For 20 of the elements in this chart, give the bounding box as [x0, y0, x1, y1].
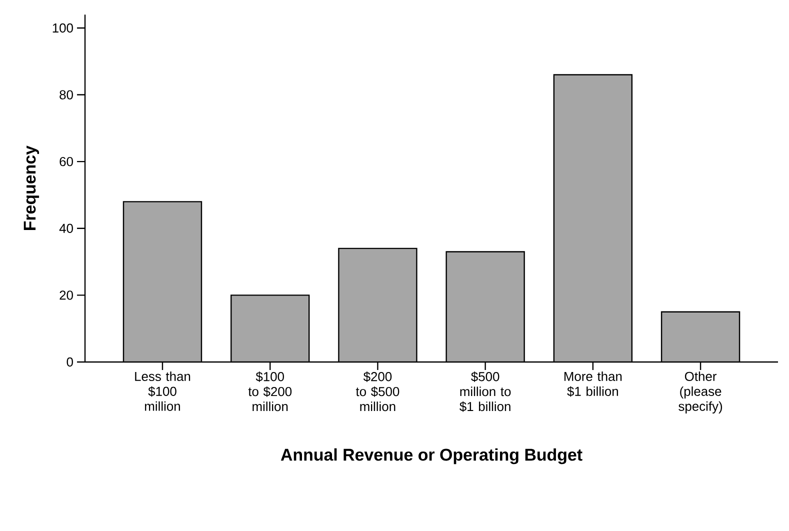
- x-tick-label: Other (please specify): [678, 372, 722, 414]
- bar: [231, 295, 310, 362]
- y-tick-label: 60: [60, 156, 73, 166]
- y-axis-title: Frequency: [24, 146, 40, 230]
- x-tick-label: $100 to $200 million: [248, 372, 292, 412]
- bar: [446, 252, 524, 362]
- bar: [123, 202, 202, 362]
- y-tick-label: 0: [66, 357, 73, 367]
- x-tick-label: $500 million to $1 billion: [460, 372, 511, 412]
- bar: [660, 311, 740, 362]
- bar: [554, 74, 632, 362]
- bar: [338, 248, 417, 362]
- x-tick-label: Less than $100 million: [135, 372, 190, 411]
- y-tick-label: 100: [52, 23, 73, 33]
- x-tick-label: More than $1 billion: [564, 372, 622, 397]
- x-axis-title: Annual Revenue or Operating Budget: [280, 448, 582, 464]
- y-tick-label: 20: [60, 290, 73, 300]
- y-tick-label: 40: [59, 224, 73, 233]
- y-tick-label: 80: [60, 90, 73, 100]
- x-tick-label: $200 to $500 million: [356, 372, 400, 412]
